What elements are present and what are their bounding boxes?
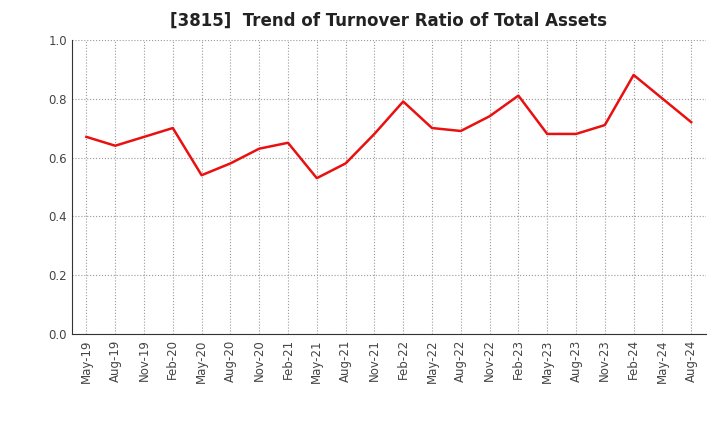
Title: [3815]  Trend of Turnover Ratio of Total Assets: [3815] Trend of Turnover Ratio of Total … [171, 12, 607, 30]
